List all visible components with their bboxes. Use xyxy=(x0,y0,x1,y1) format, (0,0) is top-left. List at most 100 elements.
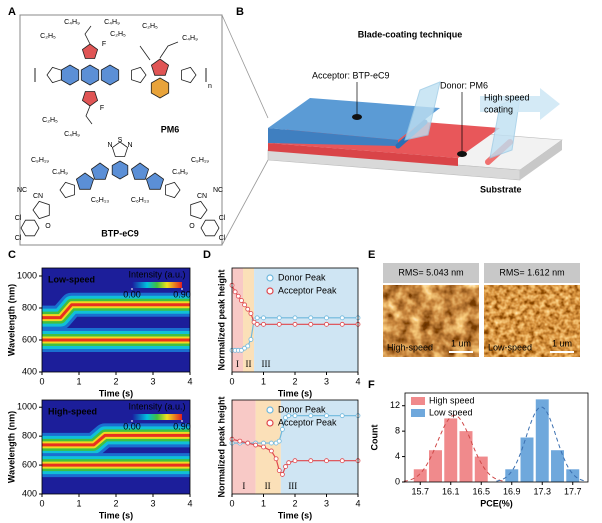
x-axis-title: Time (s) xyxy=(99,510,133,520)
atom-label: C₂H₅ xyxy=(42,117,58,124)
ring xyxy=(100,64,120,86)
legend-swatch xyxy=(411,409,425,417)
point xyxy=(324,458,329,464)
atom-label: F xyxy=(102,41,106,48)
ring xyxy=(181,66,197,84)
x-axis-title: Time (s) xyxy=(278,388,312,398)
plot-frame xyxy=(231,267,359,373)
colorbar-tick-label: 0.90 xyxy=(173,289,191,299)
bar xyxy=(566,469,580,482)
label-coating: High speed xyxy=(484,92,530,102)
point xyxy=(308,321,314,327)
legend-label: Acceptor Peak xyxy=(278,417,337,427)
atom-label: CN xyxy=(197,193,207,200)
ring xyxy=(59,181,75,199)
connector xyxy=(221,159,269,246)
x-tick-label: 1 xyxy=(76,376,81,386)
y-tick-label: 0 xyxy=(395,476,400,486)
heatmap-title: High-speed xyxy=(48,406,97,416)
atom-label: NC xyxy=(213,187,223,194)
afm-condition: High-speed xyxy=(387,342,433,352)
point xyxy=(251,319,257,325)
colorbar-tick-label: 0.90 xyxy=(173,421,191,431)
x-tick-label: 3 xyxy=(150,498,155,508)
structure-frame xyxy=(19,14,223,246)
panel-label: F xyxy=(368,379,375,391)
heatmap-band xyxy=(42,303,190,320)
point xyxy=(242,345,248,351)
scale-label: 1 um xyxy=(451,338,471,348)
atom-label: C₄H₉ xyxy=(64,131,80,138)
colorbar xyxy=(132,282,182,288)
series-line xyxy=(231,438,358,476)
atom-label: C₉H₁₉ xyxy=(31,157,49,164)
region xyxy=(254,268,358,372)
point xyxy=(292,315,298,321)
y-axis-title: Normalized peak height xyxy=(216,269,226,370)
atom-label: C₂H₅ xyxy=(110,31,126,38)
point xyxy=(261,440,266,446)
heatmap-title: Low-speed xyxy=(48,274,95,284)
atom-label: N xyxy=(107,142,112,149)
legend-label: Acceptor Peak xyxy=(278,285,337,295)
region-label: I xyxy=(236,359,239,369)
bar xyxy=(474,456,488,482)
structure-name: BTP-eC9 xyxy=(101,228,139,238)
point xyxy=(235,293,241,299)
atom-label: O xyxy=(45,223,51,230)
point xyxy=(253,442,259,448)
x-tick-label: 0 xyxy=(229,376,234,386)
point xyxy=(308,458,314,464)
afm-header xyxy=(484,263,580,283)
point xyxy=(273,456,279,462)
plot-frame xyxy=(404,392,589,483)
point xyxy=(339,315,345,321)
atom-label: S xyxy=(118,137,123,144)
x-tick-label: 0 xyxy=(39,498,44,508)
point xyxy=(276,315,282,321)
ring xyxy=(145,172,165,190)
panel-label: B xyxy=(236,6,244,18)
ring xyxy=(111,141,129,157)
region xyxy=(232,268,244,372)
y-tick-label: 1000 xyxy=(17,270,37,280)
point xyxy=(279,472,285,477)
ring xyxy=(20,219,40,237)
panel-label: E xyxy=(368,249,375,261)
y-tick-label: 600 xyxy=(22,459,37,469)
point xyxy=(245,440,251,446)
point xyxy=(324,413,329,419)
diagram-title: Blade-coating technique xyxy=(358,29,463,39)
x-tick-label: 15.7 xyxy=(411,486,429,496)
point xyxy=(245,343,251,349)
x-tick-label: 2 xyxy=(292,376,297,386)
point xyxy=(339,458,345,464)
y-tick-label: 8 xyxy=(395,426,400,436)
legend-label: Donor Peak xyxy=(278,404,326,414)
point xyxy=(254,315,260,321)
panel-label: C xyxy=(8,249,16,261)
point xyxy=(248,311,254,316)
region xyxy=(243,268,255,372)
panel-label: D xyxy=(203,249,211,261)
y-tick-label: 800 xyxy=(22,431,37,441)
chain xyxy=(84,25,179,125)
ring xyxy=(190,200,208,220)
ring xyxy=(131,66,147,84)
x-tick-label: 3 xyxy=(150,376,155,386)
y-tick-label: 12 xyxy=(390,400,400,410)
y-tick-label: 800 xyxy=(22,302,37,312)
plot-frame xyxy=(41,267,191,373)
ring xyxy=(130,162,150,180)
atom-label: C₄H₉ xyxy=(64,19,80,26)
legend-label: Low speed xyxy=(429,407,473,417)
region-label: II xyxy=(246,359,252,369)
point xyxy=(292,321,298,327)
point xyxy=(292,413,298,419)
ring xyxy=(111,160,129,180)
fit-curve xyxy=(496,406,587,482)
atom-label: C₄H₉ xyxy=(182,35,198,42)
legend-swatch xyxy=(411,397,425,405)
point xyxy=(239,347,244,353)
y-tick-label: 1000 xyxy=(17,402,37,412)
